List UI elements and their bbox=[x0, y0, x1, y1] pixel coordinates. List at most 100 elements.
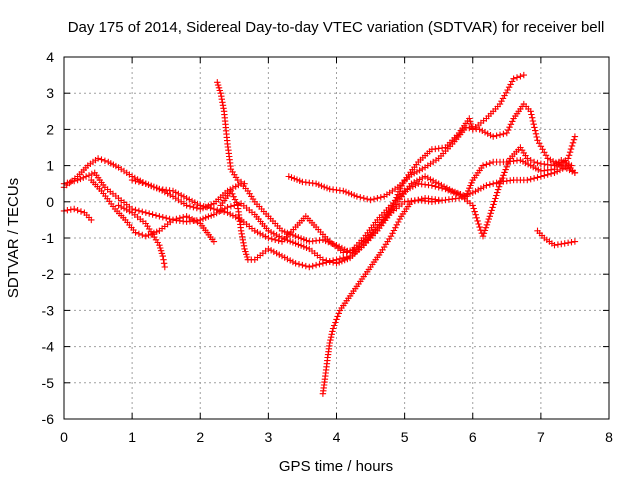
x-tick-label: 5 bbox=[401, 429, 409, 445]
data-point bbox=[169, 216, 177, 224]
data-point bbox=[571, 238, 579, 245]
data-point bbox=[464, 191, 471, 199]
data-point bbox=[341, 246, 348, 253]
data-point bbox=[272, 236, 279, 243]
data-point bbox=[475, 220, 482, 228]
data-point bbox=[322, 237, 329, 245]
data-point bbox=[485, 215, 492, 223]
data-point bbox=[161, 263, 168, 271]
data-point bbox=[487, 132, 494, 139]
data-point bbox=[571, 169, 579, 176]
data-point bbox=[88, 216, 95, 224]
y-tick-label: -5 bbox=[42, 375, 55, 391]
y-tick-label: 2 bbox=[46, 121, 54, 137]
data-point bbox=[303, 244, 310, 251]
x-tick-label: 1 bbox=[128, 429, 136, 445]
data-point bbox=[135, 230, 143, 237]
data-point bbox=[152, 212, 160, 219]
x-tick-label: 6 bbox=[469, 429, 477, 445]
data-point bbox=[156, 185, 163, 193]
data-point bbox=[430, 177, 437, 184]
data-point bbox=[447, 188, 455, 195]
data-point bbox=[205, 202, 212, 209]
data-point bbox=[237, 227, 245, 234]
data-point bbox=[156, 242, 163, 249]
data-point bbox=[558, 162, 565, 169]
data-point bbox=[148, 182, 155, 190]
data-point bbox=[357, 194, 364, 201]
data-point bbox=[163, 214, 170, 222]
data-point bbox=[214, 79, 221, 86]
data-point bbox=[327, 336, 334, 344]
data-point bbox=[265, 234, 272, 242]
data-point bbox=[564, 155, 572, 162]
data-point bbox=[502, 89, 510, 96]
data-point bbox=[216, 208, 223, 215]
data-point bbox=[85, 172, 93, 179]
x-tick-label: 4 bbox=[333, 429, 341, 445]
data-point bbox=[416, 176, 423, 183]
data-point bbox=[118, 203, 125, 211]
data-point bbox=[469, 202, 476, 209]
data-point bbox=[340, 187, 347, 195]
data-point bbox=[503, 163, 510, 170]
data-point bbox=[507, 121, 515, 128]
series-track-6 bbox=[128, 144, 575, 256]
data-point bbox=[481, 129, 489, 136]
data-point bbox=[500, 172, 507, 179]
data-point bbox=[476, 126, 483, 133]
data-point bbox=[77, 175, 84, 183]
data-point bbox=[470, 205, 477, 212]
series-track-10 bbox=[319, 195, 442, 397]
data-point bbox=[467, 120, 475, 128]
data-point bbox=[82, 173, 90, 180]
data-point bbox=[161, 188, 168, 196]
data-point bbox=[241, 180, 248, 187]
data-point bbox=[231, 196, 239, 203]
data-point bbox=[345, 189, 352, 197]
data-point bbox=[166, 215, 173, 223]
data-point bbox=[501, 169, 508, 176]
data-point bbox=[215, 84, 223, 91]
data-point bbox=[145, 231, 152, 239]
data-point bbox=[513, 74, 521, 81]
y-tick-label: 0 bbox=[46, 194, 54, 210]
data-point bbox=[560, 163, 568, 171]
data-point bbox=[500, 130, 507, 138]
data-point bbox=[270, 230, 277, 237]
data-point bbox=[186, 203, 194, 210]
data-point bbox=[544, 171, 551, 178]
data-point bbox=[479, 162, 487, 169]
data-point bbox=[502, 166, 509, 173]
data-point bbox=[351, 192, 358, 199]
data-point bbox=[556, 166, 564, 174]
data-point bbox=[412, 181, 419, 189]
data-point bbox=[267, 229, 275, 236]
data-point bbox=[142, 233, 149, 240]
data-point bbox=[496, 180, 504, 187]
data-point bbox=[486, 181, 493, 188]
data-point bbox=[475, 186, 482, 194]
data-point bbox=[567, 145, 575, 153]
data-point bbox=[210, 238, 218, 245]
y-tick-label: 4 bbox=[46, 49, 54, 65]
data-point bbox=[268, 235, 275, 243]
data-point bbox=[532, 127, 539, 134]
data-point bbox=[390, 227, 398, 234]
data-point bbox=[128, 176, 136, 184]
data-point bbox=[316, 261, 323, 268]
data-point bbox=[367, 196, 374, 204]
data-point bbox=[389, 230, 396, 237]
data-point bbox=[175, 190, 182, 197]
data-point bbox=[180, 214, 187, 221]
data-point bbox=[156, 213, 163, 220]
data-point bbox=[466, 185, 473, 192]
data-point bbox=[554, 241, 562, 248]
x-tick-label: 8 bbox=[605, 429, 613, 445]
data-point bbox=[428, 182, 436, 189]
data-point bbox=[333, 316, 340, 323]
data-point bbox=[387, 233, 395, 240]
x-tick-label: 7 bbox=[537, 429, 545, 445]
data-point bbox=[243, 251, 250, 258]
data-point bbox=[183, 195, 190, 202]
